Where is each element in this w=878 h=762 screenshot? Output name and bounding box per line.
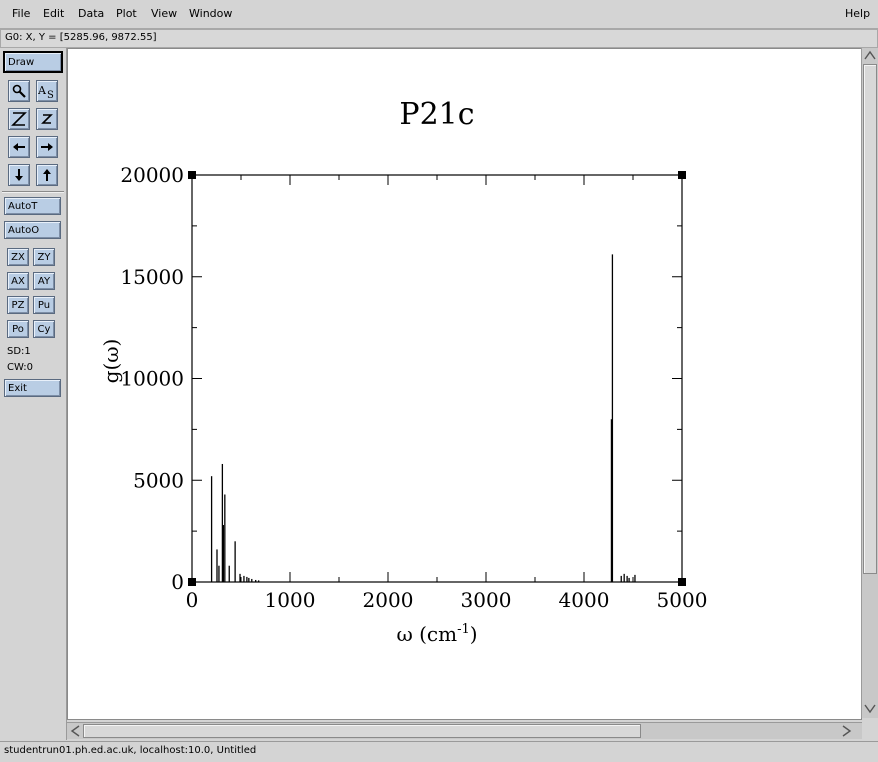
svg-text:A: A: [38, 84, 47, 97]
ay-button[interactable]: AY: [33, 272, 55, 290]
axes: 0 1000 2000 3000 4000 5000 0 5000 10000 15000 2000…: [120, 163, 707, 612]
ax-button[interactable]: AX: [7, 272, 29, 290]
x-tick-label: 2000: [363, 588, 414, 612]
chart: P21c 0 1000 2000 3000 4000 5000 0 5000 10000 1500…: [99, 97, 707, 646]
corner-handle[interactable]: [188, 578, 196, 586]
tool-separator: [2, 191, 64, 193]
x-tick-label: 5000: [657, 588, 708, 612]
plot-canvas[interactable]: P21c 0 1000 2000 3000 4000 5000 0 5000 10000 1500…: [67, 48, 862, 720]
selection-handles: [188, 171, 686, 586]
scroll-up-icon[interactable]: [36, 164, 58, 186]
y-tick-label: 0: [171, 570, 184, 594]
scroll-down-icon[interactable]: [8, 164, 30, 186]
chart-title: P21c: [399, 97, 474, 132]
x-tick-label: 3000: [461, 588, 512, 612]
zoom-icon[interactable]: [8, 80, 30, 102]
exit-button[interactable]: Exit: [4, 379, 61, 397]
zy-button[interactable]: ZY: [33, 248, 55, 266]
menu-view[interactable]: View: [151, 7, 178, 20]
x-tick-label: 4000: [559, 588, 610, 612]
zoom-in-icon[interactable]: [8, 108, 30, 130]
scroll-left-arrow-icon[interactable]: [70, 725, 80, 740]
y-tick-label: 15000: [120, 265, 184, 289]
y-tick-label: 5000: [133, 468, 184, 492]
scroll-right-icon[interactable]: [36, 136, 58, 158]
svg-text:S: S: [47, 90, 54, 99]
autoo-button[interactable]: AutoO: [4, 221, 61, 239]
menu-edit[interactable]: Edit: [43, 7, 65, 20]
plot-frame: [191, 174, 683, 583]
status-bar: studentrun01.ph.ed.ac.uk, localhost:10.0…: [0, 741, 878, 762]
pz-button[interactable]: PZ: [7, 296, 29, 314]
menu-data[interactable]: Data: [78, 7, 105, 20]
status-text: studentrun01.ph.ed.ac.uk, localhost:10.0…: [4, 745, 257, 756]
corner-handle[interactable]: [678, 578, 686, 586]
y-axis-label: g(ω): [99, 339, 123, 384]
menu-plot[interactable]: Plot: [116, 7, 137, 20]
vertical-scroll-thumb[interactable]: [863, 64, 877, 574]
zoom-out-icon[interactable]: [36, 108, 58, 130]
menu-window[interactable]: Window: [189, 7, 233, 20]
current-world-readout: CW:0: [7, 362, 34, 373]
menu-help[interactable]: Help: [845, 7, 871, 20]
horizontal-scrollbar[interactable]: [67, 722, 862, 739]
x-tick-label: 1000: [265, 588, 316, 612]
y-tick-label: 10000: [120, 367, 184, 391]
scroll-up-arrow-icon[interactable]: [864, 50, 876, 63]
x-axis-label: ω (cm-1): [396, 622, 477, 646]
horizontal-scroll-thumb[interactable]: [83, 724, 641, 738]
scroll-left-icon[interactable]: [8, 136, 30, 158]
menu-file[interactable]: File: [12, 7, 31, 20]
scroll-right-arrow-icon[interactable]: [842, 725, 852, 740]
autot-button[interactable]: AutoT: [4, 197, 61, 215]
cy-button[interactable]: Cy: [33, 320, 55, 338]
vertical-scrollbar[interactable]: [861, 48, 878, 718]
corner-handle[interactable]: [188, 171, 196, 179]
draw-button[interactable]: Draw: [3, 51, 63, 73]
x-tick-label: 0: [186, 588, 199, 612]
scroll-down-arrow-icon[interactable]: [864, 704, 876, 717]
zx-button[interactable]: ZX: [7, 248, 29, 266]
corner-handle[interactable]: [678, 171, 686, 179]
menu-bar: File Edit Data Plot View Window Help: [0, 0, 878, 29]
y-tick-label: 20000: [120, 163, 184, 187]
bars: [210, 254, 636, 582]
coordinate-readout: G0: X, Y = [5285.96, 9872.55]: [5, 32, 157, 43]
coordinate-readout-bar: G0: X, Y = [5285.96, 9872.55]: [0, 29, 878, 48]
set-display-readout: SD:1: [7, 346, 31, 357]
po-button[interactable]: Po: [7, 320, 29, 338]
pu-button[interactable]: Pu: [33, 296, 55, 314]
